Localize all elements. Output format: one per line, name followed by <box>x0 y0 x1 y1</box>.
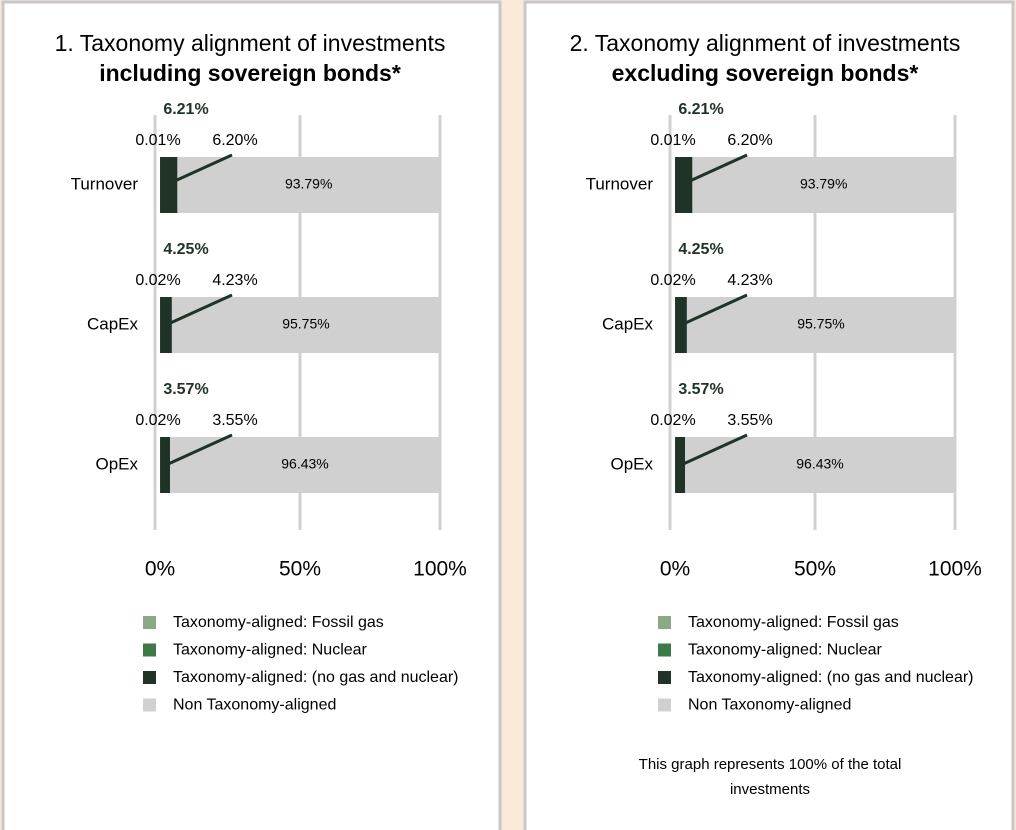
chart-subtitle: including sovereign bonds* <box>99 60 401 86</box>
category-label: Turnover <box>586 174 654 193</box>
legend-swatch <box>658 698 671 712</box>
bar-segment <box>675 437 685 493</box>
value-label: 93.79% <box>285 176 332 192</box>
chart-title: 2. Taxonomy alignment of investments <box>570 30 961 56</box>
total-label: 3.57% <box>163 381 208 398</box>
value-label: 95.75% <box>797 316 844 332</box>
leader-line <box>165 153 233 187</box>
bar-segment <box>692 157 955 213</box>
legend-label: Taxonomy-aligned: Fossil gas <box>688 614 899 631</box>
category-label: OpEx <box>610 454 653 473</box>
bar-segment <box>686 297 955 353</box>
legend-label: Non Taxonomy-aligned <box>173 697 336 714</box>
value-label: 3.55% <box>212 412 257 429</box>
value-label: 0.02% <box>135 272 180 289</box>
x-tick-label: 50% <box>794 558 836 581</box>
value-label: 6.20% <box>727 132 772 149</box>
leader-line <box>165 433 233 467</box>
legend-swatch <box>143 698 156 712</box>
x-tick-label: 50% <box>279 558 321 581</box>
bar-segment <box>684 437 955 493</box>
x-tick-label: 0% <box>660 558 690 581</box>
footnote: investments <box>730 781 810 798</box>
value-label: 96.43% <box>281 456 328 472</box>
total-label: 6.21% <box>678 101 723 118</box>
category-label: CapEx <box>602 314 654 333</box>
bar-segment <box>160 437 170 493</box>
total-label: 4.25% <box>678 241 723 258</box>
footnote: This graph represents 100% of the total <box>639 756 902 773</box>
legend-label: Non Taxonomy-aligned <box>688 697 851 714</box>
panel <box>523 0 1015 830</box>
category-label: Turnover <box>71 174 139 193</box>
value-label: 95.75% <box>282 316 329 332</box>
legend-swatch <box>658 671 671 684</box>
bar-segment <box>675 297 687 353</box>
legend-label: Taxonomy-aligned: Fossil gas <box>173 614 384 631</box>
x-tick-label: 0% <box>145 558 175 581</box>
chart-subtitle: excluding sovereign bonds* <box>612 60 919 86</box>
leader-line <box>680 293 748 327</box>
legend-swatch <box>143 616 156 629</box>
x-tick-label: 100% <box>928 558 982 581</box>
legend-label: Taxonomy-aligned: Nuclear <box>688 642 883 659</box>
category-label: OpEx <box>95 454 138 473</box>
legend-swatch <box>658 643 671 657</box>
leader-line <box>680 433 748 467</box>
leader-line <box>680 153 748 187</box>
value-label: 6.20% <box>212 132 257 149</box>
total-label: 3.57% <box>678 381 723 398</box>
legend-label: Taxonomy-aligned: Nuclear <box>173 642 368 659</box>
x-tick-label: 100% <box>413 558 467 581</box>
value-label: 0.01% <box>135 132 180 149</box>
legend-swatch <box>143 671 156 684</box>
leader-line <box>165 293 233 327</box>
value-label: 0.02% <box>650 412 695 429</box>
value-label: 0.02% <box>650 272 695 289</box>
category-label: CapEx <box>87 314 139 333</box>
total-label: 4.25% <box>163 241 208 258</box>
legend-label: Taxonomy-aligned: (no gas and nuclear) <box>688 669 974 686</box>
value-label: 0.02% <box>135 412 180 429</box>
chart-title: 1. Taxonomy alignment of investments <box>55 30 446 56</box>
total-label: 6.21% <box>163 101 208 118</box>
value-label: 4.23% <box>727 272 772 289</box>
value-label: 96.43% <box>796 456 843 472</box>
value-label: 93.79% <box>800 176 847 192</box>
legend-swatch <box>658 616 671 629</box>
bar-segment <box>177 157 440 213</box>
bar-segment <box>171 297 440 353</box>
legend-swatch <box>143 643 156 657</box>
bar-segment <box>160 297 172 353</box>
panel <box>1 0 502 830</box>
value-label: 3.55% <box>727 412 772 429</box>
value-label: 0.01% <box>650 132 695 149</box>
bar-segment <box>169 437 440 493</box>
value-label: 4.23% <box>212 272 257 289</box>
legend-label: Taxonomy-aligned: (no gas and nuclear) <box>173 669 459 686</box>
